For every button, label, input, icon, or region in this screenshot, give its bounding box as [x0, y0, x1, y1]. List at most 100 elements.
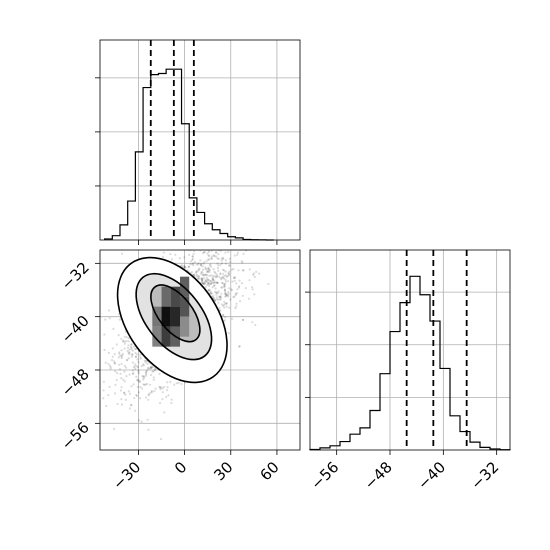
scatter-point: [183, 265, 186, 268]
scatter-point: [217, 257, 220, 260]
density-cell: [152, 326, 162, 347]
scatter-point: [204, 267, 207, 270]
scatter-point: [217, 264, 220, 267]
scatter-point: [248, 268, 251, 271]
scatter-point: [132, 345, 136, 348]
scatter-point: [203, 282, 207, 285]
scatter-point: [122, 352, 125, 356]
scatter-point: [224, 274, 227, 277]
scatter-point: [208, 274, 211, 277]
scatter-point: [187, 265, 190, 268]
scatter-point: [224, 290, 227, 293]
scatter-point: [127, 344, 130, 347]
histogram-y-step: [309, 275, 511, 451]
scatter-point: [127, 357, 130, 360]
scatter-point: [136, 385, 139, 389]
scatter-point: [150, 390, 153, 393]
scatter-point: [113, 360, 116, 363]
scatter-point: [102, 397, 105, 400]
scatter-point: [123, 364, 126, 367]
scatter-point: [218, 295, 221, 298]
scatter-point: [158, 372, 161, 375]
scatter-point: [109, 367, 112, 370]
x-tick-label: 0: [171, 458, 190, 477]
scatter-point: [204, 266, 207, 269]
density-cell: [161, 306, 171, 327]
scatter-point: [103, 333, 106, 336]
scatter-point: [141, 387, 144, 390]
scatter-point: [267, 282, 270, 286]
scatter-point: [108, 317, 111, 320]
scatter-point: [140, 420, 143, 423]
scatter-point: [136, 365, 139, 368]
scatter-point: [194, 271, 197, 274]
scatter-point: [221, 304, 225, 307]
scatter-point: [120, 349, 123, 352]
scatter-point: [169, 380, 172, 384]
scatter-point: [242, 318, 245, 322]
scatter-point: [123, 342, 126, 345]
scatter-point: [128, 373, 131, 376]
scatter-point: [227, 272, 231, 275]
scatter-point: [158, 385, 161, 388]
scatter-point: [123, 347, 126, 350]
scatter-point: [180, 264, 183, 267]
scatter-point: [134, 409, 137, 412]
scatter-point: [161, 387, 164, 390]
scatter-point: [104, 318, 107, 321]
scatter-point: [201, 280, 204, 283]
scatter-point: [128, 351, 131, 354]
scatter-point: [139, 397, 142, 400]
scatter-point: [225, 275, 228, 278]
scatter-point: [140, 365, 143, 368]
scatter-point: [213, 297, 216, 300]
scatter-point: [224, 291, 227, 294]
scatter-point: [195, 270, 198, 273]
scatter-point: [93, 335, 95, 337]
scatter-point: [124, 398, 127, 401]
scatter-point: [195, 275, 199, 278]
scatter-point: [134, 355, 137, 358]
scatter-point: [214, 299, 217, 302]
scatter-point: [237, 286, 241, 289]
scatter-point: [235, 292, 239, 295]
scatter-point: [130, 404, 133, 407]
scatter-point: [134, 367, 137, 370]
scatter-point: [110, 359, 114, 362]
density-cell: [170, 306, 180, 327]
scatter-point: [223, 306, 226, 309]
scatter-point: [163, 385, 166, 389]
histogram-y-panel: −56 −48 −40 −32: [305, 249, 511, 493]
scatter-point: [238, 345, 241, 348]
scatter-point: [201, 271, 204, 274]
scatter-point: [197, 275, 200, 278]
scatter-point: [131, 361, 135, 364]
scatter-point: [147, 393, 150, 396]
scatter-point: [232, 267, 235, 271]
scatter-point: [118, 363, 121, 366]
x-tick-label: −32: [467, 458, 502, 493]
scatter-point: [180, 382, 183, 386]
scatter-point: [202, 237, 204, 239]
scatter-point: [202, 282, 205, 285]
scatter-point: [207, 254, 210, 257]
scatter-point: [212, 268, 215, 271]
scatter-point: [142, 364, 145, 367]
scatter-point: [120, 362, 123, 366]
scatter-point: [136, 358, 139, 361]
scatter-point: [228, 287, 231, 290]
scatter-point: [84, 418, 86, 420]
scatter-point: [220, 303, 223, 306]
scatter-point: [133, 396, 136, 400]
scatter-point: [107, 394, 110, 397]
scatter-point: [173, 383, 176, 386]
scatter-point: [166, 386, 169, 389]
scatter-point: [208, 288, 211, 291]
scatter-point: [218, 298, 222, 301]
scatter-point: [127, 390, 130, 393]
scatter-point: [204, 278, 208, 281]
scatter-point: [192, 273, 195, 276]
scatter-point: [228, 264, 231, 267]
scatter-point: [229, 298, 232, 301]
scatter-point: [221, 222, 223, 224]
